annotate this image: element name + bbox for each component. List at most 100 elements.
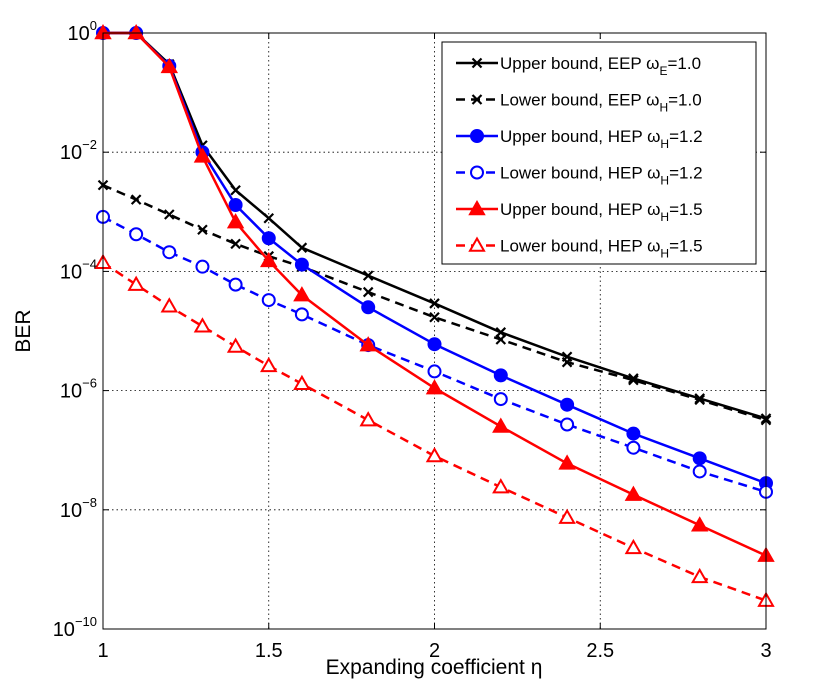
legend-label: Upper bound, HEP ωH=1.5	[500, 200, 703, 224]
data-point	[261, 231, 276, 246]
marker-stroke	[561, 356, 573, 368]
marker-stroke	[263, 212, 275, 224]
data-point	[164, 209, 175, 220]
data-point	[427, 364, 442, 379]
data-point	[296, 242, 308, 253]
y-tick-label: 10−8	[60, 495, 97, 522]
legend-marker	[470, 129, 484, 143]
marker-stroke	[495, 334, 507, 345]
marker-stroke	[130, 194, 142, 205]
marker-stroke	[471, 57, 483, 69]
data-point	[690, 567, 709, 584]
legend-label: Upper bound, EEP ωE=1.0	[500, 54, 701, 78]
marker-stroke	[471, 94, 483, 105]
x-axis-title: Expanding coefficient η	[326, 656, 543, 679]
legend-label: Lower bound, HEP ωH=1.2	[500, 164, 703, 188]
data-point	[561, 356, 573, 368]
data-point	[362, 270, 374, 281]
marker-stroke	[164, 209, 175, 220]
legend-label: Lower bound, EEP ωH=1.0	[500, 91, 702, 115]
x-tick-label: 2.5	[586, 640, 614, 662]
axes: 1 1.5 2 2.5 3 100 10−2 10−4 10−6 10−8 10−10	[53, 18, 772, 662]
data-point	[230, 184, 241, 196]
marker-stroke	[429, 298, 440, 309]
data-point	[624, 485, 643, 501]
data-point	[193, 147, 212, 163]
data-point	[160, 297, 179, 313]
data-point	[260, 251, 278, 268]
data-point	[226, 337, 245, 353]
data-point	[226, 213, 245, 229]
data-point	[359, 336, 377, 352]
legend-marker	[468, 199, 486, 216]
data-point	[628, 373, 639, 384]
data-point	[230, 238, 241, 250]
marker-stroke	[628, 374, 639, 386]
data-point	[626, 440, 641, 455]
legend-entry: Lower bound, EEP ωH=1.0	[456, 91, 702, 115]
series-line	[102, 261, 767, 602]
legend-entry: Lower bound, HEP ωH=1.2	[456, 164, 703, 188]
series-3	[96, 26, 773, 491]
marker-stroke	[362, 286, 374, 298]
legend-label: Upper bound, HEP ωH=1.2	[500, 127, 703, 151]
marker-stroke	[197, 224, 208, 236]
data-point	[193, 317, 212, 333]
y-tick-label: 100	[68, 18, 97, 45]
y-tick-label: 10−2	[60, 137, 97, 164]
legend: Upper bound, EEP ωE=1.0 Lower bound, EEP …	[441, 41, 757, 265]
data-point	[197, 224, 208, 236]
data-point	[492, 417, 510, 433]
data-point	[624, 538, 643, 555]
data-point	[560, 397, 575, 412]
marker-stroke	[230, 184, 241, 196]
data-point	[162, 245, 177, 260]
y-tick-label: 10−6	[60, 376, 97, 403]
legend-entry: Upper bound, HEP ωH=1.5	[456, 199, 703, 224]
y-tick-label: 10−4	[60, 256, 97, 283]
data-point	[427, 337, 442, 352]
data-point	[690, 516, 709, 532]
x-tick-label: 1.5	[255, 640, 283, 662]
data-point	[263, 212, 275, 224]
data-point	[493, 368, 508, 383]
legend-marker	[468, 236, 486, 252]
data-point	[493, 392, 508, 407]
data-point	[692, 451, 707, 466]
data-point	[362, 286, 374, 298]
marker-stroke	[628, 373, 639, 384]
data-point	[195, 259, 210, 274]
data-point	[558, 508, 576, 524]
data-point	[495, 334, 507, 345]
data-point	[425, 379, 444, 395]
data-point	[228, 277, 243, 292]
legend-marker	[471, 94, 483, 105]
marker-stroke	[694, 394, 705, 406]
legend-marker	[471, 57, 483, 69]
data-point	[294, 307, 309, 322]
data-point	[429, 311, 440, 323]
data-point	[130, 194, 142, 205]
data-point	[558, 454, 576, 470]
marker-stroke	[429, 311, 440, 323]
y-axis-title: BER	[12, 309, 35, 352]
marker-stroke	[362, 270, 374, 281]
series-5	[94, 23, 775, 562]
legend-entry: Upper bound, HEP ωH=1.2	[456, 127, 703, 151]
series-4	[96, 209, 773, 499]
y-tick-label: 10−10	[53, 614, 97, 641]
data-point	[160, 57, 179, 74]
series-line	[103, 31, 767, 557]
data-point	[293, 374, 311, 391]
data-point	[492, 478, 510, 494]
data-point	[628, 374, 639, 386]
data-point	[228, 198, 243, 213]
marker-stroke	[230, 238, 241, 250]
data-point	[361, 300, 376, 315]
x-tick-label: 1	[97, 640, 108, 662]
x-tick-label: 3	[760, 640, 771, 662]
data-point	[127, 275, 145, 291]
data-point	[425, 446, 444, 463]
data-point	[129, 227, 144, 242]
